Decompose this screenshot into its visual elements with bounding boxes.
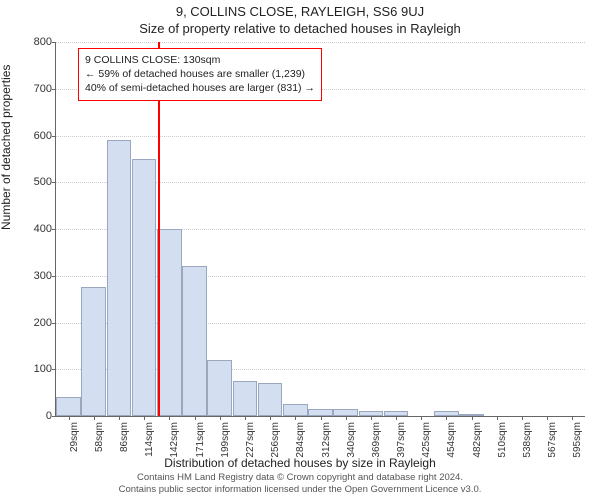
ytick-label: 200 — [34, 317, 52, 329]
ytick-label: 700 — [34, 83, 52, 95]
xtick-mark — [220, 416, 221, 420]
histogram-bar — [459, 414, 484, 416]
gridline — [56, 42, 585, 43]
xtick-mark — [572, 416, 573, 420]
xtick-label: 58sqm — [94, 422, 105, 452]
annotation-line2: ← 59% of detached houses are smaller (1,… — [85, 67, 315, 81]
xtick-label: 340sqm — [346, 422, 357, 458]
xtick-label: 284sqm — [295, 422, 306, 458]
attribution-line1: Contains HM Land Registry data © Crown c… — [0, 472, 600, 484]
page-title: 9, COLLINS CLOSE, RAYLEIGH, SS6 9UJ — [0, 0, 600, 19]
xtick-mark — [522, 416, 523, 420]
xtick-label: 171sqm — [195, 422, 206, 458]
xtick-label: 256sqm — [270, 422, 281, 458]
xtick-mark — [547, 416, 548, 420]
xtick-label: 199sqm — [220, 422, 231, 458]
xtick-label: 29sqm — [69, 422, 80, 452]
chart-container: 9, COLLINS CLOSE, RAYLEIGH, SS6 9UJ Size… — [0, 0, 600, 500]
xtick-label: 510sqm — [497, 422, 508, 458]
histogram-bar — [308, 409, 333, 416]
xtick-label: 312sqm — [321, 422, 332, 458]
xtick-label: 114sqm — [144, 422, 155, 457]
histogram-bar — [81, 287, 106, 416]
x-axis-label: Distribution of detached houses by size … — [0, 456, 600, 470]
xtick-label: 142sqm — [169, 422, 180, 458]
xtick-mark — [371, 416, 372, 420]
xtick-label: 567sqm — [547, 422, 558, 458]
xtick-mark — [472, 416, 473, 420]
histogram-bar — [107, 140, 132, 416]
xtick-label: 86sqm — [119, 422, 130, 452]
xtick-mark — [421, 416, 422, 420]
histogram-bar — [132, 159, 157, 416]
ytick-label: 300 — [34, 270, 52, 282]
annotation-line1: 9 COLLINS CLOSE: 130sqm — [85, 53, 315, 67]
histogram-bar — [434, 411, 459, 416]
histogram-bar — [157, 229, 182, 416]
histogram-bar — [233, 381, 258, 416]
xtick-mark — [195, 416, 196, 420]
xtick-mark — [295, 416, 296, 420]
xtick-mark — [270, 416, 271, 420]
xtick-label: 369sqm — [371, 422, 382, 458]
xtick-mark — [446, 416, 447, 420]
annotation-box: 9 COLLINS CLOSE: 130sqm ← 59% of detache… — [78, 48, 322, 101]
xtick-label: 454sqm — [446, 422, 457, 458]
ytick-label: 800 — [34, 36, 52, 48]
ytick-label: 0 — [46, 410, 52, 422]
histogram-bar — [207, 360, 232, 416]
xtick-mark — [396, 416, 397, 420]
xtick-label: 227sqm — [245, 422, 256, 458]
xtick-mark — [321, 416, 322, 420]
histogram-bar — [333, 409, 358, 416]
xtick-label: 425sqm — [421, 422, 432, 458]
xtick-mark — [94, 416, 95, 420]
histogram-bar — [283, 404, 308, 416]
xtick-mark — [169, 416, 170, 420]
ytick-label: 400 — [34, 223, 52, 235]
histogram-bar — [56, 397, 81, 416]
attribution: Contains HM Land Registry data © Crown c… — [0, 472, 600, 496]
histogram-bar — [384, 411, 409, 416]
xtick-mark — [346, 416, 347, 420]
xtick-label: 397sqm — [396, 422, 407, 458]
histogram-bar — [258, 383, 283, 416]
xtick-label: 595sqm — [572, 422, 583, 458]
y-axis-label: Number of detached properties — [0, 65, 13, 230]
ytick-mark — [52, 416, 56, 417]
xtick-label: 482sqm — [472, 422, 483, 458]
page-subtitle: Size of property relative to detached ho… — [0, 19, 600, 36]
xtick-mark — [69, 416, 70, 420]
plot-area: 9 COLLINS CLOSE: 130sqm ← 59% of detache… — [55, 42, 585, 417]
ytick-label: 500 — [34, 176, 52, 188]
ytick-label: 100 — [34, 363, 52, 375]
xtick-mark — [497, 416, 498, 420]
xtick-mark — [245, 416, 246, 420]
gridline — [56, 136, 585, 137]
xtick-mark — [144, 416, 145, 420]
attribution-line2: Contains public sector information licen… — [0, 484, 600, 496]
annotation-line3: 40% of semi-detached houses are larger (… — [85, 81, 315, 95]
histogram-bar — [182, 266, 207, 416]
ytick-label: 600 — [34, 130, 52, 142]
histogram-bar — [359, 411, 384, 416]
xtick-label: 538sqm — [522, 422, 533, 458]
xtick-mark — [119, 416, 120, 420]
